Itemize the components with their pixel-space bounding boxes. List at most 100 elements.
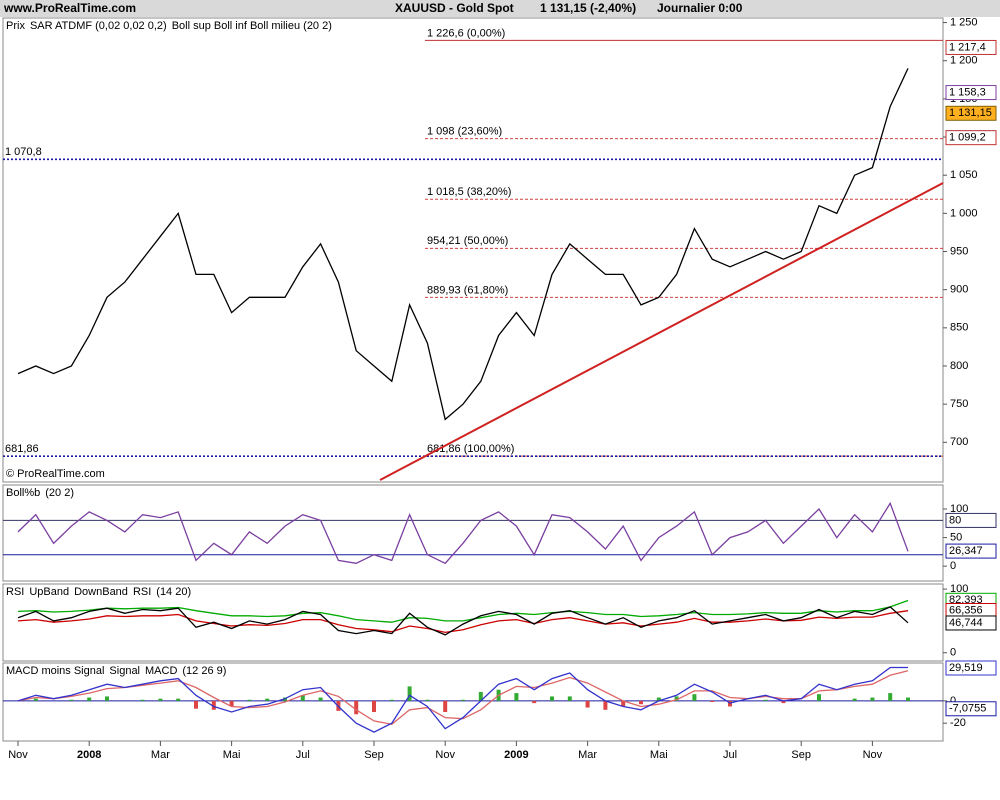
y-tick-label: 700 bbox=[950, 436, 968, 448]
y-tick-label: 1 000 bbox=[950, 207, 978, 219]
panel-frame bbox=[2, 484, 944, 582]
level-label: 889,93 (61,80%) bbox=[427, 284, 508, 296]
histogram-bar bbox=[514, 693, 519, 701]
histogram-bar bbox=[550, 696, 554, 701]
panel-title: Boll%b bbox=[6, 487, 40, 499]
histogram-bar bbox=[87, 697, 92, 701]
level-label: 1 070,8 bbox=[5, 146, 42, 158]
series-line bbox=[17, 606, 909, 636]
histogram-bar bbox=[852, 698, 857, 701]
y-tick-label: 0 bbox=[950, 647, 956, 659]
y-tick-label: 0 bbox=[950, 695, 956, 707]
y-tick-label: 1 050 bbox=[950, 169, 978, 181]
histogram-bar bbox=[300, 695, 305, 701]
value-tag-label: 1 217,4 bbox=[949, 41, 986, 53]
series-line bbox=[17, 610, 909, 634]
histogram-bar bbox=[194, 700, 198, 709]
panel-frame bbox=[2, 662, 944, 742]
histogram-bar bbox=[389, 699, 394, 701]
histogram-bar bbox=[710, 700, 715, 702]
series-line bbox=[17, 68, 909, 421]
histogram-bar bbox=[656, 697, 661, 701]
histogram-bar bbox=[140, 699, 145, 701]
histogram-bar bbox=[585, 700, 590, 708]
legend-entry: Signal bbox=[109, 665, 140, 677]
y-tick-label: 100 bbox=[950, 583, 968, 595]
value-tag bbox=[945, 660, 997, 676]
quote: 1 131,15 (-2,40%) bbox=[540, 1, 636, 15]
y-tick-label: 950 bbox=[950, 245, 968, 257]
x-tick-label: Jul bbox=[723, 749, 737, 761]
watermark: © ProRealTime.com bbox=[6, 468, 105, 480]
series-line bbox=[17, 501, 909, 565]
histogram-bar bbox=[372, 700, 376, 713]
x-tick-label: Mai bbox=[650, 749, 668, 761]
histogram-bar bbox=[443, 700, 448, 713]
header-bar bbox=[0, 0, 1000, 17]
histogram-bar bbox=[567, 696, 572, 701]
x-tick-label: Mai bbox=[223, 749, 241, 761]
series-line bbox=[17, 670, 909, 725]
y-tick-label: 50 bbox=[950, 531, 962, 543]
histogram-bar bbox=[906, 697, 910, 701]
trend-line bbox=[379, 182, 944, 481]
y-tick-label: 0 bbox=[950, 560, 956, 572]
level-label: 1 226,6 (0,00%) bbox=[427, 27, 505, 39]
value-tag-label: 1 099,2 bbox=[949, 132, 986, 144]
panel-title: RSI bbox=[6, 586, 24, 598]
x-tick-label: Jul bbox=[296, 749, 310, 761]
x-tick-label: Nov bbox=[863, 749, 883, 761]
value-tag-label: 26,347 bbox=[949, 545, 983, 557]
histogram-bar bbox=[763, 699, 768, 701]
legend-entry: RSI bbox=[133, 586, 151, 598]
x-tick-label: Mar bbox=[151, 749, 170, 761]
panel-params: (14 20) bbox=[156, 586, 191, 598]
histogram-bar bbox=[211, 700, 216, 710]
y-tick-label: -20 bbox=[950, 717, 966, 729]
histogram-bar bbox=[639, 700, 643, 705]
site[interactable]: www.ProRealTime.com bbox=[3, 1, 136, 15]
value-tag-label: 66,356 bbox=[949, 604, 983, 616]
histogram-bar bbox=[461, 699, 465, 701]
title: XAUUSD - Gold Spot bbox=[395, 1, 514, 15]
indicator-label: SAR ATDMF (0,02 0,02 0,2) bbox=[30, 20, 167, 32]
histogram-bar bbox=[318, 697, 323, 701]
histogram-bar bbox=[478, 691, 483, 701]
series-line bbox=[17, 666, 908, 733]
level-label: 954,21 (50,00%) bbox=[427, 235, 508, 247]
x-tick-label: Nov bbox=[8, 749, 28, 761]
indicator-label: Boll sup Boll inf Boll milieu (20 2) bbox=[172, 20, 332, 32]
value-tag-label: -7,0755 bbox=[949, 703, 986, 715]
value-tag-label: 1 131,15 bbox=[949, 107, 992, 119]
histogram-bar bbox=[781, 700, 786, 704]
histogram-bar bbox=[247, 699, 252, 701]
legend-entry: MACD bbox=[145, 665, 177, 677]
x-tick-label: Nov bbox=[435, 749, 455, 761]
level-label: 681,86 bbox=[5, 443, 39, 455]
histogram-bar bbox=[621, 700, 626, 707]
histogram-bar bbox=[265, 698, 270, 701]
histogram-bar bbox=[176, 698, 181, 701]
panel-frame bbox=[2, 583, 944, 662]
value-tag-label: 1 158,3 bbox=[949, 86, 986, 98]
value-tag bbox=[945, 85, 997, 101]
y-tick-label: 850 bbox=[950, 322, 968, 334]
series-line bbox=[17, 599, 909, 623]
histogram-bar bbox=[69, 699, 74, 701]
panel-title: Prix bbox=[6, 20, 25, 32]
histogram-bar bbox=[870, 697, 875, 701]
y-tick-label: 1 200 bbox=[950, 55, 978, 67]
histogram-bar bbox=[407, 686, 412, 701]
histogram-bar bbox=[354, 700, 359, 715]
histogram-bar bbox=[532, 700, 537, 704]
panel-frame bbox=[2, 17, 944, 483]
histogram-bar bbox=[888, 693, 893, 701]
value-tag bbox=[945, 543, 997, 559]
value-tag-label: 29,519 bbox=[949, 662, 983, 674]
value-tag bbox=[945, 701, 997, 717]
x-tick-label: 2008 bbox=[77, 749, 101, 761]
value-tag bbox=[945, 39, 997, 55]
panel-params: (20 2) bbox=[45, 487, 74, 499]
value-tag bbox=[945, 105, 997, 121]
